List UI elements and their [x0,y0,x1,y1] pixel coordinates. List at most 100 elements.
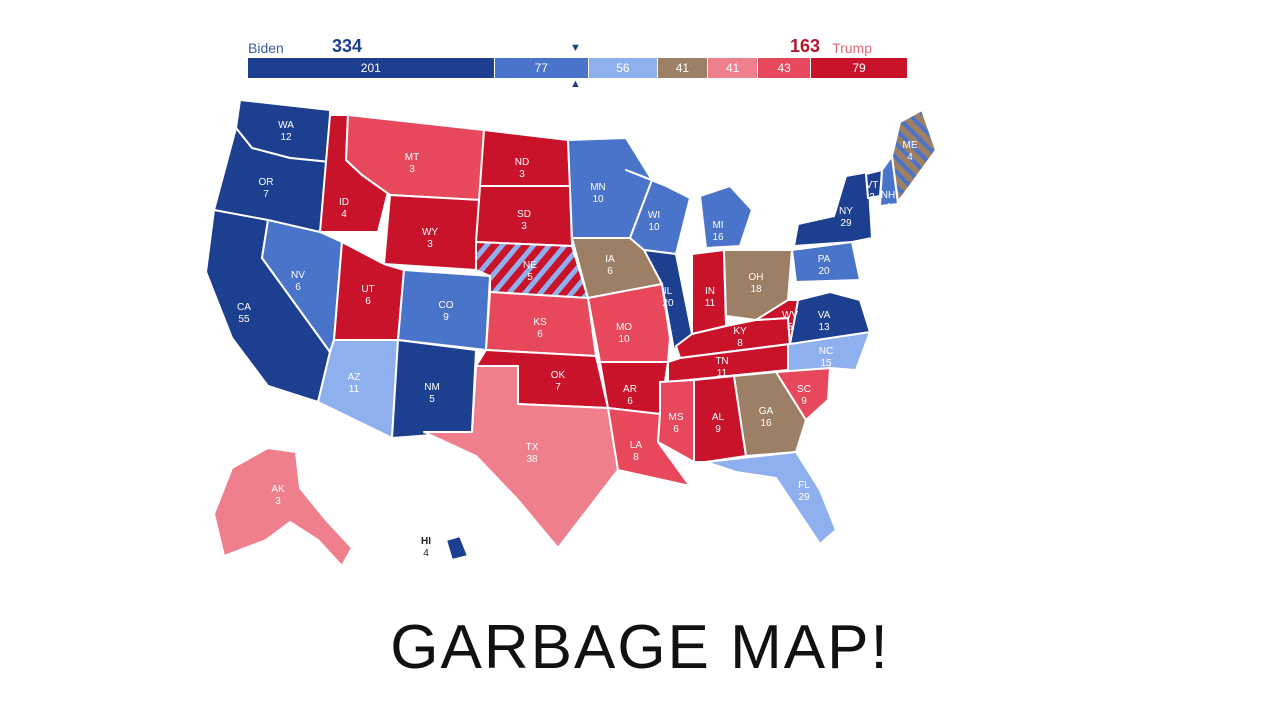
state-mi[interactable] [699,185,753,249]
state-la[interactable] [607,407,691,487]
state-votes-sd: 3 [521,221,527,232]
state-label-nh: NH [881,190,895,201]
trump-label: Trump [832,40,872,56]
us-electoral-map: WA12OR7CA55NV6ID4MT3WY3UT6AZ11CO9NM5ND3S… [205,99,937,567]
state-label-ny: NY [839,206,853,217]
vote-bar-segment: 77 [494,58,590,78]
state-votes-la: 8 [633,452,639,463]
state-label-in: IN [705,286,715,297]
state-label-hi: HI [421,536,431,547]
state-votes-co: 9 [443,312,449,323]
state-label-sc: SC [797,384,811,395]
state-label-nc: NC [819,346,833,357]
state-votes-ok: 7 [555,382,561,393]
state-votes-ca: 55 [238,314,250,325]
state-votes-mt: 3 [409,164,415,175]
state-label-nm: NM [424,382,440,393]
state-votes-tx: 38 [526,454,538,465]
state-votes-nh: 4 [885,202,891,213]
state-label-nd: ND [515,157,529,168]
state-label-wy: WY [422,227,438,238]
state-votes-in: 11 [705,298,716,309]
state-label-nv: NV [291,270,305,281]
trump-total: 163 [789,36,820,56]
state-votes-wv: 5 [787,322,793,333]
state-votes-me: 4 [907,152,913,163]
state-ms[interactable] [657,379,695,463]
state-votes-ny: 29 [840,218,852,229]
state-pa[interactable] [791,241,861,283]
state-label-oh: OH [749,272,764,283]
state-wv[interactable] [755,299,799,345]
state-votes-wi: 10 [648,222,660,233]
state-votes-nm: 5 [429,394,435,405]
biden-label: Biden [248,40,284,56]
state-label-ak: AK [271,484,285,495]
state-me[interactable] [891,109,937,203]
vote-bar-segment: 56 [589,58,658,78]
state-votes-vt: 3 [869,192,875,203]
state-label-va: VA [818,310,831,321]
state-votes-nc: 15 [820,358,832,369]
state-label-mi: MI [712,220,723,231]
state-label-wa: WA [278,120,294,131]
state-votes-fl: 29 [798,492,810,503]
state-label-wi: WI [648,210,660,221]
vote-bar-segment: 79 [811,58,908,78]
state-votes-or: 7 [263,189,269,200]
state-label-la: LA [630,440,643,451]
majority-marker-bottom-icon: ▲ [570,78,581,90]
state-label-al: AL [712,412,725,423]
state-label-ks: KS [533,317,547,328]
state-label-az: AZ [348,372,361,383]
state-az[interactable] [317,339,399,439]
state-votes-wa: 12 [280,132,292,143]
state-votes-tn: 11 [717,368,728,379]
state-label-ne: NE [523,260,537,271]
state-label-mn: MN [590,182,606,193]
vote-bar-segment: 41 [708,58,759,78]
state-label-vt: VT [866,180,879,191]
state-votes-wy: 3 [427,239,433,250]
state-ny[interactable] [793,171,873,247]
state-votes-ms: 6 [673,424,679,435]
state-tx[interactable] [423,365,619,549]
state-votes-ky: 8 [737,338,743,349]
electoral-vote-bar: 201 77 56 41 41 43 79 [248,58,908,78]
state-votes-sc: 9 [801,396,807,407]
state-votes-nv: 6 [295,282,301,293]
state-label-tn: TN [715,356,728,367]
state-votes-az: 11 [349,384,360,395]
state-votes-mo: 10 [618,334,630,345]
state-label-me: ME [903,140,918,151]
biden-total: 334 [332,36,363,56]
state-votes-al: 9 [715,424,721,435]
state-votes-ut: 6 [365,296,371,307]
state-label-ms: MS [669,412,684,423]
state-votes-il: 20 [662,298,674,309]
state-label-wv: WV [782,310,798,321]
state-votes-va: 13 [818,322,830,333]
state-label-ut: UT [361,284,374,295]
state-label-ga: GA [759,406,774,417]
state-label-pa: PA [818,254,831,265]
state-votes-mn: 10 [592,194,604,205]
state-label-ky: KY [733,326,747,337]
electoral-vote-summary: Biden 334 163 Trump ▼ 201 77 56 41 41 43 79 ▲ [248,36,908,96]
state-label-or: OR [259,177,274,188]
state-label-ca: CA [237,302,251,313]
state-label-tx: TX [526,442,539,453]
state-label-co: CO [439,300,454,311]
state-votes-ak: 3 [275,496,281,507]
state-mo[interactable] [587,283,671,363]
state-votes-ia: 6 [607,266,613,277]
state-ak[interactable] [213,447,353,567]
state-hi[interactable] [445,535,469,561]
vote-bar-segment: 43 [758,58,812,78]
state-votes-id: 4 [341,209,347,220]
state-fl[interactable] [705,451,837,545]
state-label-il: IL [664,286,673,297]
state-label-id: ID [339,197,349,208]
vote-bar-segment: 41 [657,58,709,78]
state-votes-ne: 5 [527,272,533,283]
